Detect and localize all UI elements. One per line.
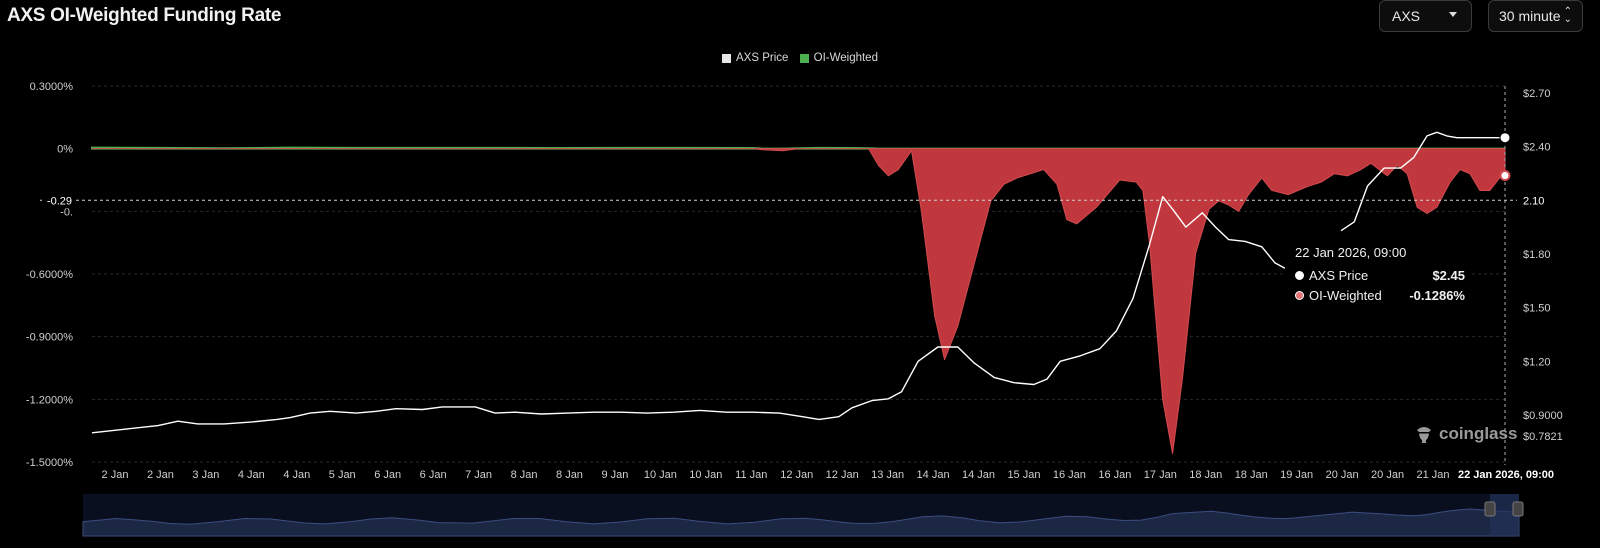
x-tick-label: 10 Jan [644, 469, 677, 481]
y-right-tick-label: $0.9000 [1523, 410, 1563, 422]
legend-swatch-price [722, 53, 731, 63]
y-right-tick-label: $0.7821 [1523, 431, 1563, 443]
y-left-tick-label: -0.6000% [26, 269, 73, 281]
x-tick-label: 18 Jan [1235, 469, 1268, 481]
tooltip-value-price: $2.45 [1432, 268, 1465, 283]
x-tick-label: 16 Jan [1053, 469, 1086, 481]
symbol-select-value: AXS [1392, 8, 1421, 24]
x-tick-label: 3 Jan [192, 469, 219, 481]
y-right-tick-label: $2.70 [1523, 88, 1551, 100]
crosshair-x-box [1455, 465, 1555, 483]
y-right-tick-label: $1.80 [1523, 249, 1551, 261]
chart-tooltip: 22 Jan 2026, 09:00 AXS Price $2.45 OI-We… [1285, 236, 1470, 319]
tooltip-dot-oi [1295, 291, 1304, 300]
y-left-tick-label: 0.3000% [30, 81, 74, 93]
price-line [91, 196, 1286, 434]
navigator-handle-left[interactable] [1484, 501, 1496, 517]
tooltip-row-price: AXS Price $2.45 [1295, 268, 1465, 283]
crosshair-left-box [42, 192, 76, 209]
chart-legend: AXS Price OI-Weighted [0, 52, 1600, 66]
x-tick-label: 12 Jan [826, 469, 859, 481]
x-tick-label: 16 Jan [1098, 469, 1131, 481]
tooltip-dot-price [1295, 271, 1304, 280]
x-tick-label: 6 Jan [420, 469, 447, 481]
x-tick-label: 9 Jan [601, 469, 628, 481]
x-tick-label: 2 Jan [102, 469, 129, 481]
x-tick-label: 8 Jan [556, 469, 583, 481]
tooltip-label-price: AXS Price [1309, 268, 1369, 283]
tooltip-label-oi: OI-Weighted [1309, 288, 1382, 303]
updown-chevron-icon: ⌃ ⌄ [1563, 6, 1572, 25]
page-title: AXS OI-Weighted Funding Rate [7, 5, 282, 26]
legend-item-oi[interactable]: OI-Weighted [799, 52, 878, 64]
y-right-tick-label: $1.50 [1523, 303, 1551, 315]
y-right-tick-label: 2.10 [1523, 195, 1544, 207]
interval-select[interactable]: 30 minute ⌃ ⌄ [1488, 0, 1583, 32]
price-line [1340, 131, 1505, 232]
symbol-select[interactable]: AXS [1379, 0, 1472, 32]
oi-marker [1499, 170, 1511, 182]
navigator-handle-right[interactable] [1512, 501, 1524, 517]
chevron-down-icon [1449, 12, 1457, 17]
x-tick-label: 10 Jan [689, 469, 722, 481]
x-tick-label: 8 Jan [511, 469, 538, 481]
x-tick-label: 20 Jan [1326, 469, 1359, 481]
legend-label-oi: OI-Weighted [813, 52, 878, 64]
x-tick-label: 14 Jan [962, 469, 995, 481]
oi-area-negative [91, 148, 1506, 455]
x-tick-label: 4 Jan [283, 469, 310, 481]
legend-swatch-oi [799, 53, 809, 63]
tooltip-row-oi: OI-Weighted -0.1286% [1295, 288, 1465, 303]
x-tick-label: 4 Jan [238, 469, 265, 481]
crosshair-x-label: 22 Jan 2026, 09:00 [1458, 469, 1554, 481]
x-tick-label: 5 Jan [329, 469, 356, 481]
price-marker [1499, 132, 1511, 144]
x-tick-label: 17 Jan [1144, 469, 1177, 481]
y-left-tick-label: 0% [57, 144, 73, 156]
x-tick-label: 19 Jan [1280, 469, 1313, 481]
x-tick-label: 11 Jan [735, 469, 767, 481]
y-left-tick-label: -0.9000% [26, 332, 73, 344]
crosshair-left-label: -0.29 [47, 195, 72, 207]
x-tick-label: 13 Jan [871, 469, 904, 481]
legend-item-price[interactable]: AXS Price [722, 52, 788, 64]
x-tick-label: 6 Jan [374, 469, 401, 481]
tooltip-value-oi: -0.1286% [1409, 288, 1465, 303]
legend-label-price: AXS Price [736, 52, 789, 64]
interval-select-value: 30 minute [1499, 8, 1561, 24]
x-tick-label: 12 Jan [780, 469, 813, 481]
x-tick-label: 21 Jan [1416, 469, 1449, 481]
coinglass-icon [1417, 427, 1431, 443]
tooltip-time: 22 Jan 2026, 09:00 [1295, 245, 1407, 260]
x-tick-label: 15 Jan [1007, 469, 1040, 481]
x-tick-label: 18 Jan [1189, 469, 1222, 481]
watermark-text: coinglass [1439, 424, 1518, 443]
y-left-tick-label: -1.2000% [26, 394, 73, 406]
x-tick-label: 2 Jan [147, 469, 174, 481]
y-right-tick-label: $1.20 [1523, 356, 1551, 368]
navigator-series [82, 508, 1520, 537]
y-right-tick-label: $2.40 [1523, 142, 1551, 154]
y-left-tick-label: -0. [60, 206, 73, 218]
x-tick-label: 20 Jan [1371, 469, 1404, 481]
y-left-tick-label: -1.5000% [26, 457, 73, 469]
x-tick-label: 14 Jan [917, 469, 950, 481]
coinglass-logo: coinglass [1414, 424, 1517, 444]
x-tick-label: 7 Jan [465, 469, 492, 481]
